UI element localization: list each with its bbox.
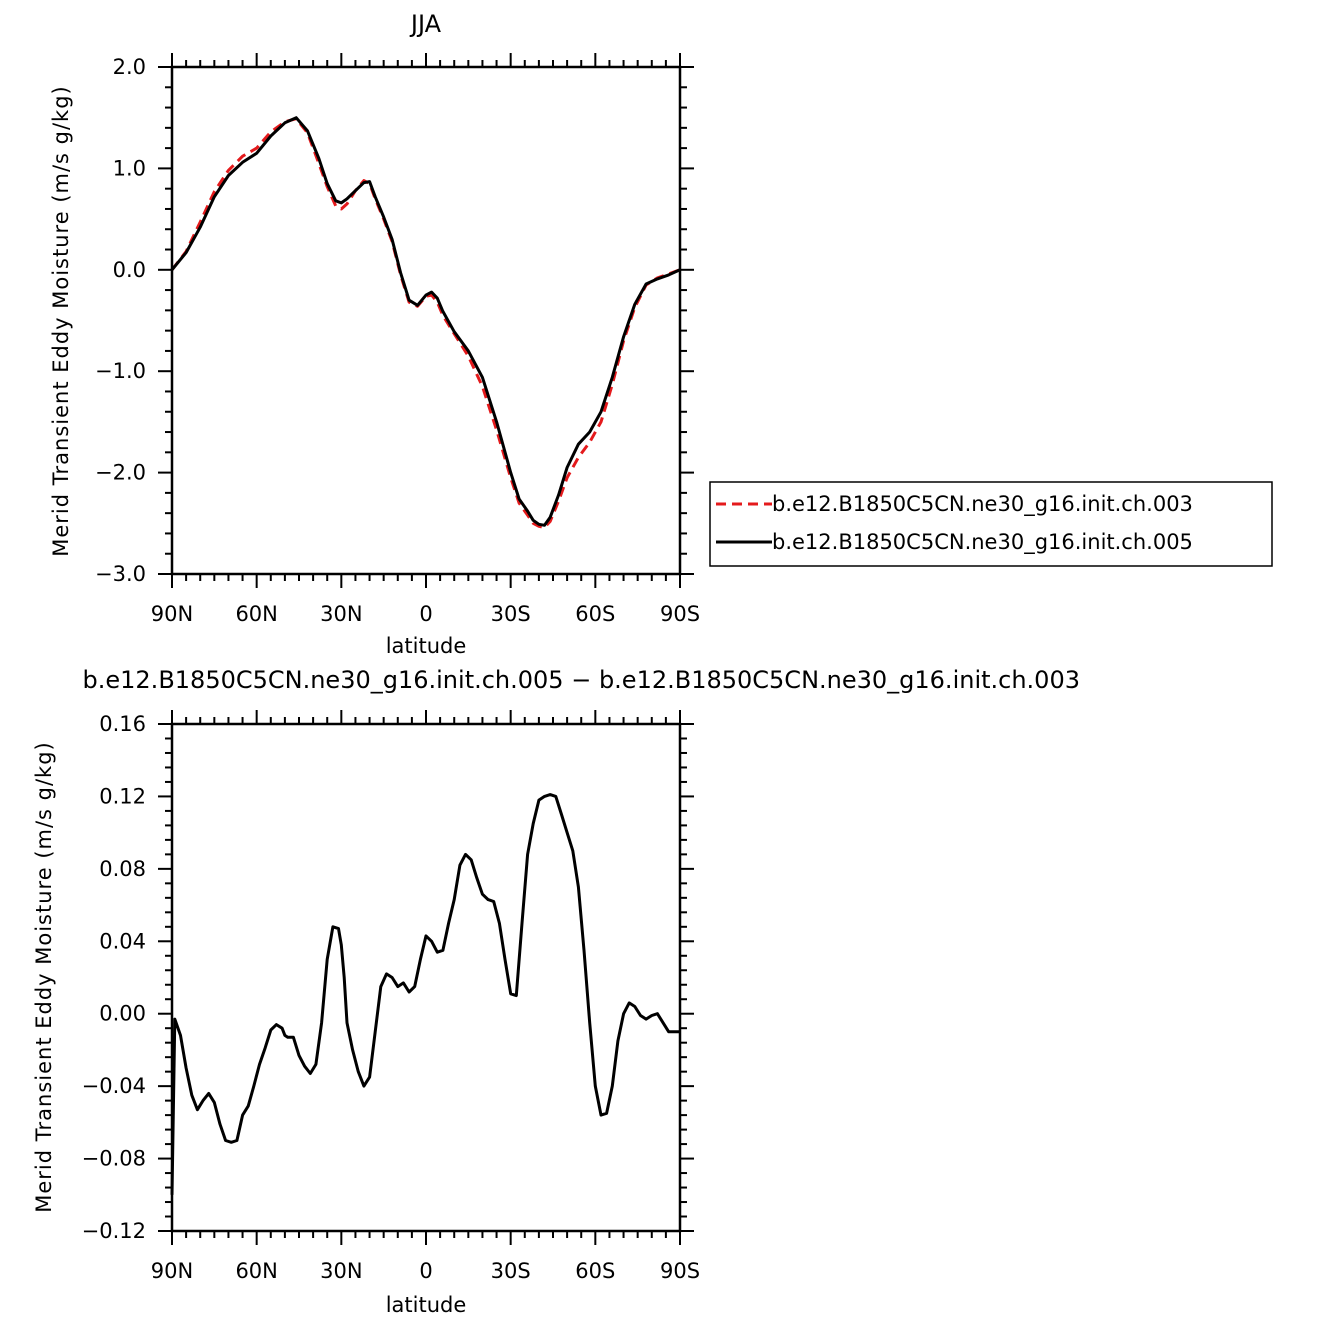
top-chart-x-tick-label: 60N xyxy=(235,602,277,626)
bottom-chart-x-tick-label: 90N xyxy=(151,1259,193,1283)
bottom-chart-y-tick-label: −0.12 xyxy=(82,1219,146,1243)
bottom-chart-x-tick-label: 30N xyxy=(320,1259,362,1283)
legend-label-series-2: b.e12.B1850C5CN.ne30_g16.init.ch.005 xyxy=(772,530,1193,555)
bottom-chart-ylabel: Merid Transient Eddy Moisture (m/s g/kg) xyxy=(32,741,56,1213)
top-chart-ylabel: Merid Transient Eddy Moisture (m/s g/kg) xyxy=(49,85,73,557)
bottom-chart-x-tick-label: 60S xyxy=(575,1259,615,1283)
bottom-chart-x-tick-label: 90S xyxy=(660,1259,700,1283)
top-chart-series-line-1 xyxy=(170,117,681,529)
top-chart-series-line-2 xyxy=(170,116,681,527)
bottom-chart: b.e12.B1850C5CN.ne30_g16.init.ch.005 − b… xyxy=(32,666,1080,1317)
top-chart-x-tick-label: 90N xyxy=(151,602,193,626)
top-chart-x-tick-label: 90S xyxy=(660,602,700,626)
top-chart-title: JJA xyxy=(409,10,442,38)
bottom-chart-series xyxy=(170,793,680,1195)
top-chart-y-tick-label: 0.0 xyxy=(113,258,146,282)
bottom-chart-y-tick-label: −0.08 xyxy=(82,1147,146,1171)
top-chart-y-ticks: 2.0 1.0 0.0 −1.0 −2.0 −3.0 xyxy=(95,55,694,586)
bottom-chart-plot-frame xyxy=(170,722,682,1233)
bottom-chart-y-tick-label: 0.04 xyxy=(99,929,146,953)
bottom-chart-title: b.e12.B1850C5CN.ne30_g16.init.ch.005 − b… xyxy=(83,666,1080,694)
bottom-chart-x-ticks: 90N 60N 30N 0 30S 60S 90S xyxy=(151,710,700,1283)
bottom-chart-y-ticks: 0.16 0.12 0.08 0.04 0.00 −0.04 −0.08 −0.12 xyxy=(82,712,694,1243)
top-chart-xlabel: latitude xyxy=(386,634,467,658)
legend-label-series-1: b.e12.B1850C5CN.ne30_g16.init.ch.003 xyxy=(772,492,1193,517)
top-chart-plot-frame xyxy=(170,65,682,576)
top-chart-y-tick-label: 1.0 xyxy=(113,156,146,180)
bottom-chart-xlabel: latitude xyxy=(386,1293,467,1317)
bottom-chart-series-line-1 xyxy=(170,793,680,1195)
bottom-chart-x-tick-label: 30S xyxy=(491,1259,531,1283)
legend-box xyxy=(709,481,1273,567)
top-chart-y-tick-label: −2.0 xyxy=(95,461,146,485)
top-chart: JJA Merid Transient Eddy Moisture (m/s g… xyxy=(49,10,1273,658)
top-chart-y-tick-label: −3.0 xyxy=(95,562,146,586)
bottom-chart-y-tick-label: 0.16 xyxy=(99,712,146,736)
bottom-chart-y-tick-label: 0.08 xyxy=(99,857,146,881)
top-chart-y-tick-label: −1.0 xyxy=(95,359,146,383)
top-chart-x-ticks: 90N 60N 30N 0 30S 60S 90S xyxy=(151,53,700,626)
bottom-chart-y-tick-label: 0.00 xyxy=(99,1002,146,1026)
bottom-chart-y-tick-label: −0.04 xyxy=(82,1074,146,1098)
top-chart-x-tick-label: 0 xyxy=(419,602,432,626)
bottom-chart-x-tick-label: 0 xyxy=(419,1259,432,1283)
bottom-chart-y-tick-label: 0.12 xyxy=(99,784,146,808)
top-chart-x-tick-label: 30N xyxy=(320,602,362,626)
legend: b.e12.B1850C5CN.ne30_g16.init.ch.003 b.e… xyxy=(709,481,1273,567)
bottom-chart-x-tick-label: 60N xyxy=(235,1259,277,1283)
top-chart-y-tick-label: 2.0 xyxy=(113,55,146,79)
top-chart-x-tick-label: 60S xyxy=(575,602,615,626)
top-chart-series xyxy=(170,116,681,529)
top-chart-x-tick-label: 30S xyxy=(491,602,531,626)
